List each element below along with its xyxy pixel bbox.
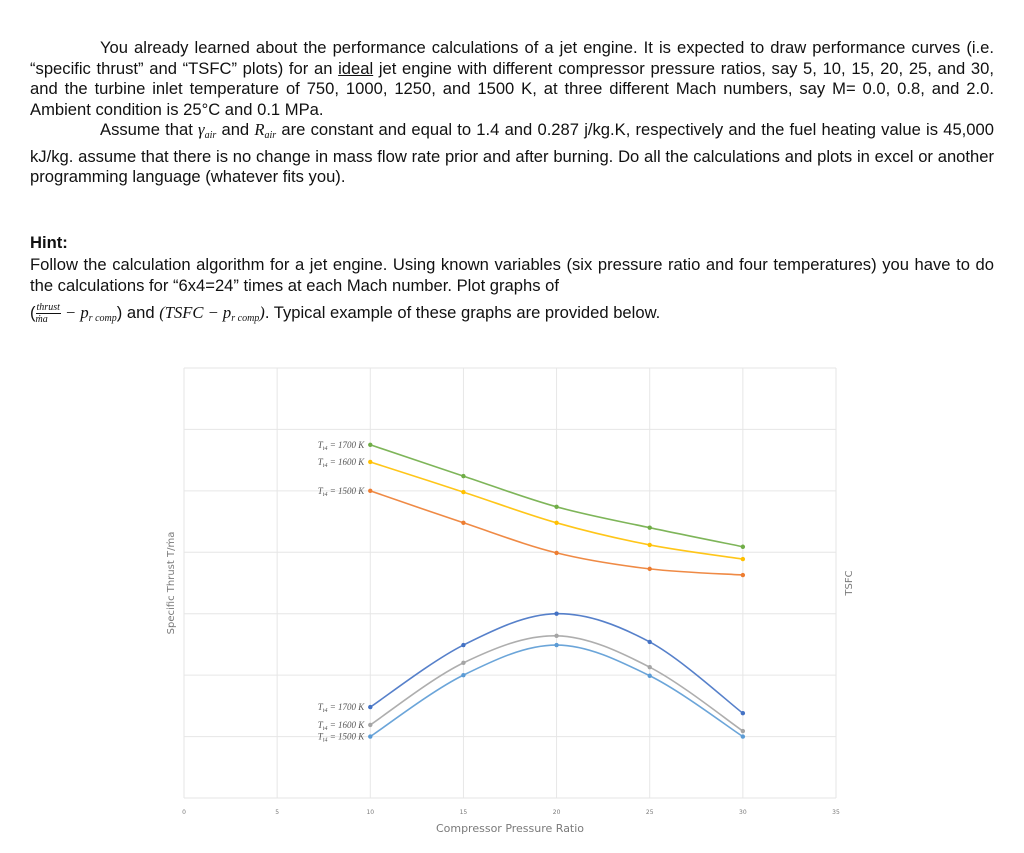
- hint-text: Follow the calculation algorithm for a j…: [30, 255, 994, 295]
- data-point-marker: [368, 734, 373, 739]
- data-point-marker: [647, 639, 652, 645]
- series-tsfc-3: [368, 611, 746, 716]
- series-label: Tt4 = 1500 K: [318, 486, 366, 498]
- data-point-marker: [461, 672, 466, 678]
- series-label: Tt4 = 1700 K: [318, 440, 366, 452]
- data-point-marker: [368, 442, 373, 447]
- x-tick-label: 5: [275, 809, 279, 816]
- and-text: and: [216, 120, 255, 139]
- data-point-marker: [368, 459, 373, 465]
- r-subscript: air: [264, 130, 277, 141]
- hint-paragraph: Follow the calculation algorithm for a j…: [30, 255, 994, 296]
- intro-text-part2: jet engine with different compressor pre…: [30, 58, 994, 119]
- data-point-marker: [368, 704, 373, 710]
- formula2-sub: r comp: [231, 312, 260, 324]
- series-specific_thrust-2: [368, 488, 746, 578]
- hint-heading: Hint:: [30, 233, 68, 252]
- series-specific_thrust-0: [368, 442, 746, 549]
- series-label: Tt4 = 1600 K: [318, 457, 366, 469]
- data-point-marker: [740, 556, 746, 562]
- series-tsfc-4: [368, 633, 746, 734]
- series-label: Tt4 = 1600 K: [318, 720, 366, 732]
- data-point-marker: [368, 488, 373, 494]
- data-point-marker: [740, 572, 746, 578]
- r-symbol: R: [254, 120, 265, 139]
- intro-text-part1: You already learned about the performanc…: [30, 38, 994, 78]
- formula2: (TSFC − p: [159, 302, 232, 322]
- data-point-marker: [554, 611, 559, 616]
- chart-grid: [183, 367, 837, 799]
- intro-paragraph: You already learned about the performanc…: [30, 38, 994, 120]
- series-label: Tt4 = 1500 K: [318, 732, 366, 744]
- series-tsfc-5: [368, 642, 746, 739]
- data-point-marker: [554, 504, 559, 510]
- formula-paren: (: [30, 302, 36, 322]
- thrust-fraction: thrust ṁa: [35, 302, 61, 325]
- formula-and: and: [122, 302, 160, 322]
- hint-tail: . Typical example of these graphs are pr…: [264, 302, 661, 322]
- chart-series: [368, 442, 746, 739]
- data-point-marker: [554, 520, 559, 525]
- x-axis-ticks: 0 5 10 15 20 25 30 35: [182, 809, 840, 816]
- assume-text-rest: are constant and equal to 1.4 and 0.287 …: [30, 120, 994, 187]
- y-axis-left-title: Specific Thrust T/ṁa: [166, 532, 177, 635]
- data-point-marker: [740, 734, 746, 739]
- assumption-paragraph: Assume that γair and Rair are constant a…: [30, 120, 994, 188]
- formula-sub: r comp: [88, 312, 117, 324]
- data-point-marker: [461, 642, 466, 648]
- underlined-ideal: ideal: [338, 58, 374, 78]
- hint-formula-line: (thrust ṁa − pr comp) and (TSFC − pr comp…: [30, 302, 994, 329]
- formula2-close: ): [259, 302, 265, 322]
- x-tick-label: 10: [366, 809, 374, 816]
- assume-text: Assume that: [100, 120, 199, 139]
- x-axis-title: Compressor Pressure Ratio: [436, 822, 584, 835]
- data-point-marker: [461, 520, 466, 525]
- gamma-symbol: γ: [198, 120, 205, 139]
- data-point-marker: [368, 722, 373, 728]
- fraction-numerator: thrust: [35, 302, 61, 314]
- formula-paren-close: ): [116, 302, 123, 322]
- data-point-marker: [647, 542, 652, 548]
- series-label: Tt4 = 1700 K: [318, 702, 366, 714]
- x-tick-label: 35: [832, 809, 840, 816]
- data-point-marker: [647, 566, 652, 572]
- series-specific_thrust-1: [368, 459, 746, 562]
- x-tick-label: 0: [182, 809, 186, 816]
- data-point-marker: [647, 525, 652, 530]
- data-point-marker: [554, 642, 559, 648]
- data-point-marker: [554, 550, 559, 556]
- gamma-subscript: air: [204, 130, 217, 141]
- formula-p: − p: [60, 302, 89, 322]
- data-point-marker: [461, 660, 466, 666]
- data-point-marker: [647, 664, 652, 670]
- x-tick-label: 25: [646, 809, 654, 816]
- data-point-marker: [740, 544, 746, 549]
- x-tick-label: 15: [460, 809, 468, 816]
- data-point-marker: [461, 489, 466, 495]
- fraction-denominator: ṁa: [35, 314, 48, 325]
- data-point-marker: [461, 473, 466, 479]
- x-tick-label: 20: [553, 809, 561, 816]
- data-point-marker: [740, 711, 746, 716]
- y-axis-right-title: TSFC: [844, 570, 855, 596]
- data-point-marker: [647, 673, 652, 678]
- data-point-marker: [740, 728, 746, 734]
- x-tick-label: 30: [739, 809, 747, 816]
- data-point-marker: [554, 633, 559, 639]
